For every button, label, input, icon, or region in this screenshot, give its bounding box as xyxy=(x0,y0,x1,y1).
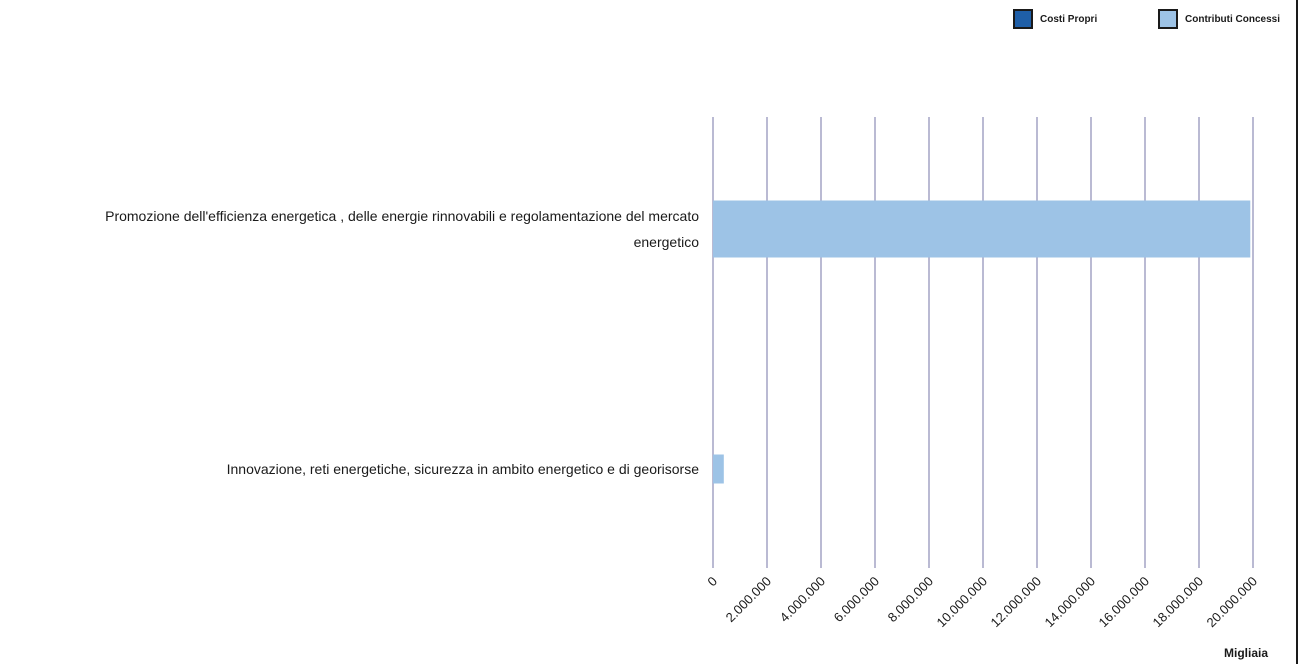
bar xyxy=(713,200,1251,258)
x-axis-ticks: 0 2.000.000 4.000.000 6.000.000 8.000.00010.… xyxy=(704,574,1260,631)
x-tick-label: 2.000.000 xyxy=(723,574,775,626)
bar xyxy=(713,454,724,484)
gridlines xyxy=(712,117,1254,568)
x-axis-unit: Migliaia xyxy=(1224,646,1268,660)
x-tick-label: 14.000.000 xyxy=(1041,574,1098,631)
legend-swatch xyxy=(1158,9,1178,29)
x-tick-label: 8.000.000 xyxy=(885,574,937,626)
frame-border xyxy=(1296,0,1298,664)
x-tick-label: 4.000.000 xyxy=(777,574,829,626)
category-label: energetico xyxy=(634,234,700,250)
x-tick-label: 6.000.000 xyxy=(831,574,883,626)
legend-swatch xyxy=(1013,9,1033,29)
x-tick-label: 12.000.000 xyxy=(987,574,1044,631)
legend-label: Costi Propri xyxy=(1040,14,1097,25)
category-labels: Promozione dell'efficienza energetica , … xyxy=(105,208,699,477)
x-tick-label: 20.000.000 xyxy=(1203,574,1260,631)
x-tick-label: 18.000.000 xyxy=(1149,574,1206,631)
category-label: Promozione dell'efficienza energetica , … xyxy=(105,208,699,224)
category-label: Innovazione, reti energetiche, sicurezza… xyxy=(227,461,700,477)
x-tick-label: 16.000.000 xyxy=(1095,574,1152,631)
x-tick-label: 0 xyxy=(704,574,720,590)
x-tick-label: 10.000.000 xyxy=(933,574,990,631)
legend: Costi Propri Contributi Concessi xyxy=(1013,9,1280,29)
bars xyxy=(713,200,1251,484)
legend-label: Contributi Concessi xyxy=(1185,14,1280,25)
